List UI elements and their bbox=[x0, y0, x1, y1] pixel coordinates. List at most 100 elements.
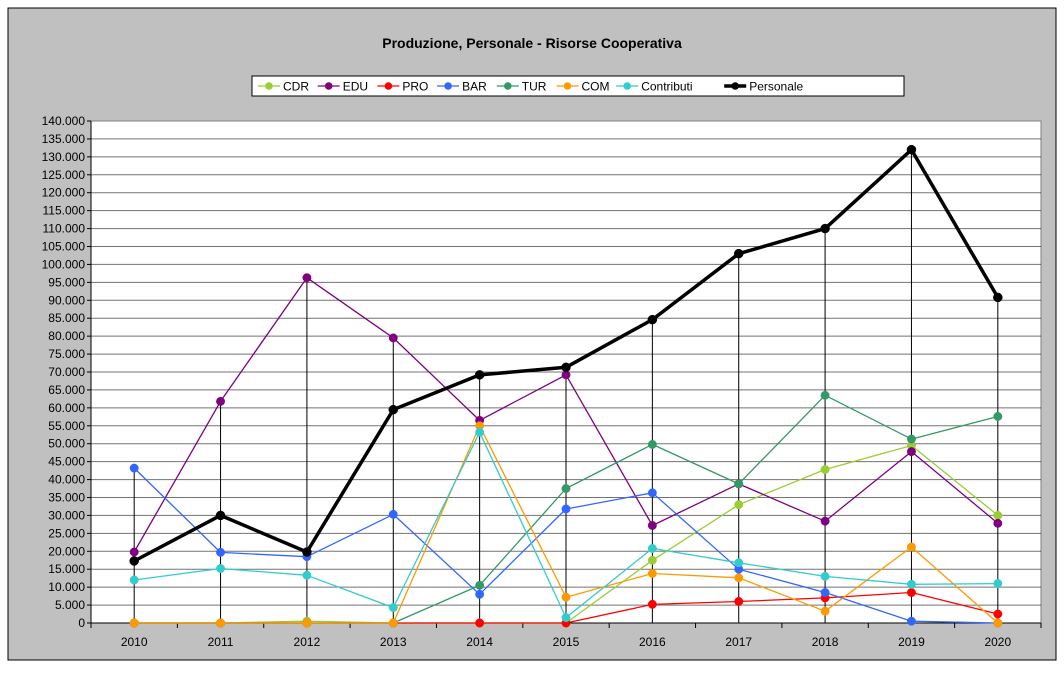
legend-marker-contributi bbox=[623, 82, 631, 90]
legend-label-contributi: Contributi bbox=[641, 80, 692, 94]
y-tick-label: 40.000 bbox=[48, 473, 85, 487]
x-tick-label: 2012 bbox=[294, 635, 321, 649]
y-tick-label: 85.000 bbox=[48, 311, 85, 325]
data-point-personale bbox=[647, 314, 658, 325]
y-tick-label: 55.000 bbox=[48, 419, 85, 433]
data-point-com bbox=[388, 618, 398, 628]
data-point-contributi bbox=[561, 613, 571, 623]
data-point-personale bbox=[820, 223, 830, 234]
data-point-edu bbox=[647, 521, 657, 530]
data-point-contributi bbox=[820, 571, 830, 581]
data-point-contributi bbox=[993, 579, 1003, 589]
legend-marker-tur bbox=[504, 82, 512, 90]
x-tick-label: 2018 bbox=[812, 635, 839, 649]
data-point-edu bbox=[388, 333, 398, 343]
y-tick-label: 15.000 bbox=[48, 562, 85, 576]
y-tick-label: 100.000 bbox=[42, 257, 86, 271]
data-point-personale bbox=[474, 370, 485, 380]
y-tick-label: 25.000 bbox=[48, 526, 85, 540]
x-tick-label: 2013 bbox=[380, 635, 407, 649]
data-point-tur bbox=[907, 434, 916, 444]
x-tick-label: 2019 bbox=[898, 635, 925, 649]
legend-marker-cdr bbox=[265, 82, 273, 90]
y-tick-label: 35.000 bbox=[48, 491, 85, 505]
data-point-personale bbox=[993, 292, 1003, 303]
data-point-tur bbox=[647, 439, 657, 449]
x-tick-label: 2020 bbox=[984, 635, 1011, 649]
legend-label-edu: EDU bbox=[343, 80, 368, 94]
data-point-com bbox=[561, 592, 571, 602]
x-tick-label: 2016 bbox=[639, 635, 666, 649]
data-point-tur bbox=[561, 484, 571, 493]
data-point-bar bbox=[647, 488, 657, 498]
x-tick-label: 2010 bbox=[121, 635, 148, 649]
data-point-com bbox=[820, 606, 830, 616]
data-point-com bbox=[129, 618, 139, 628]
legend-marker-personale bbox=[731, 82, 739, 90]
y-tick-label: 10.000 bbox=[48, 580, 85, 594]
data-point-contributi bbox=[216, 564, 225, 573]
y-tick-label: 135.000 bbox=[42, 132, 86, 146]
data-point-bar bbox=[561, 504, 571, 514]
data-point-edu bbox=[302, 273, 312, 283]
data-point-bar bbox=[129, 463, 139, 473]
y-tick-label: 95.000 bbox=[48, 275, 85, 289]
x-tick-label: 2014 bbox=[466, 635, 493, 649]
legend-items: CDR EDU PRO BAR TUR COM Contributi Personale bbox=[258, 80, 804, 94]
data-point-personale bbox=[215, 510, 226, 521]
data-point-personale bbox=[561, 362, 571, 373]
y-tick-label: 45.000 bbox=[48, 455, 85, 469]
series-group bbox=[129, 144, 1003, 628]
data-point-pro bbox=[647, 599, 657, 609]
data-point-pro bbox=[907, 588, 916, 597]
data-point-contributi bbox=[302, 570, 312, 580]
data-point-cdr bbox=[647, 555, 657, 565]
data-point-pro bbox=[993, 609, 1003, 619]
data-point-bar bbox=[820, 588, 830, 597]
data-point-tur bbox=[993, 412, 1003, 421]
y-axis: 0 5.000 10.000 15.000 20.000 25.000 30.000 35.0… bbox=[42, 114, 92, 630]
data-point-pro bbox=[475, 618, 485, 628]
legend-label-personale: Personale bbox=[749, 80, 803, 94]
y-tick-label: 90.000 bbox=[48, 293, 85, 307]
y-tick-label: 70.000 bbox=[48, 365, 85, 379]
legend-label-pro: PRO bbox=[402, 80, 428, 94]
data-point-bar bbox=[907, 616, 916, 626]
x-tick-label: 2017 bbox=[725, 635, 752, 649]
legend-label-tur: TUR bbox=[522, 80, 547, 94]
y-tick-label: 0 bbox=[78, 616, 85, 630]
data-point-cdr bbox=[820, 465, 830, 474]
legend-label-com: COM bbox=[582, 80, 610, 94]
data-point-edu bbox=[907, 447, 916, 457]
y-tick-label: 60.000 bbox=[48, 401, 85, 415]
legend-marker-pro bbox=[384, 82, 393, 90]
data-point-contributi bbox=[475, 427, 485, 437]
y-tick-label: 140.000 bbox=[42, 114, 86, 128]
y-tick-label: 50.000 bbox=[48, 437, 85, 451]
y-tick-label: 130.000 bbox=[42, 150, 86, 164]
data-point-tur bbox=[734, 479, 744, 489]
y-tick-label: 120.000 bbox=[42, 186, 86, 200]
legend-marker-com bbox=[563, 82, 572, 90]
y-tick-label: 65.000 bbox=[48, 383, 85, 397]
x-tick-label: 2015 bbox=[553, 635, 580, 649]
data-point-bar bbox=[475, 589, 485, 599]
y-tick-label: 115.000 bbox=[43, 204, 86, 218]
data-point-tur bbox=[475, 580, 485, 590]
data-point-com bbox=[302, 618, 312, 628]
data-point-personale bbox=[388, 404, 399, 415]
data-point-edu bbox=[216, 396, 225, 406]
data-point-edu bbox=[993, 518, 1003, 528]
legend-marker-bar bbox=[444, 82, 452, 90]
data-point-contributi bbox=[647, 543, 657, 553]
data-point-cdr bbox=[734, 500, 744, 510]
y-tick-label: 105.000 bbox=[42, 240, 86, 254]
data-point-com bbox=[993, 618, 1003, 628]
x-tick-label: 2011 bbox=[208, 635, 234, 649]
data-point-com bbox=[907, 542, 916, 552]
data-point-personale bbox=[733, 248, 744, 259]
chart-title: Produzione, Personale - Risorse Cooperat… bbox=[382, 35, 682, 51]
y-tick-label: 125.000 bbox=[42, 168, 86, 182]
data-point-com bbox=[647, 569, 657, 578]
